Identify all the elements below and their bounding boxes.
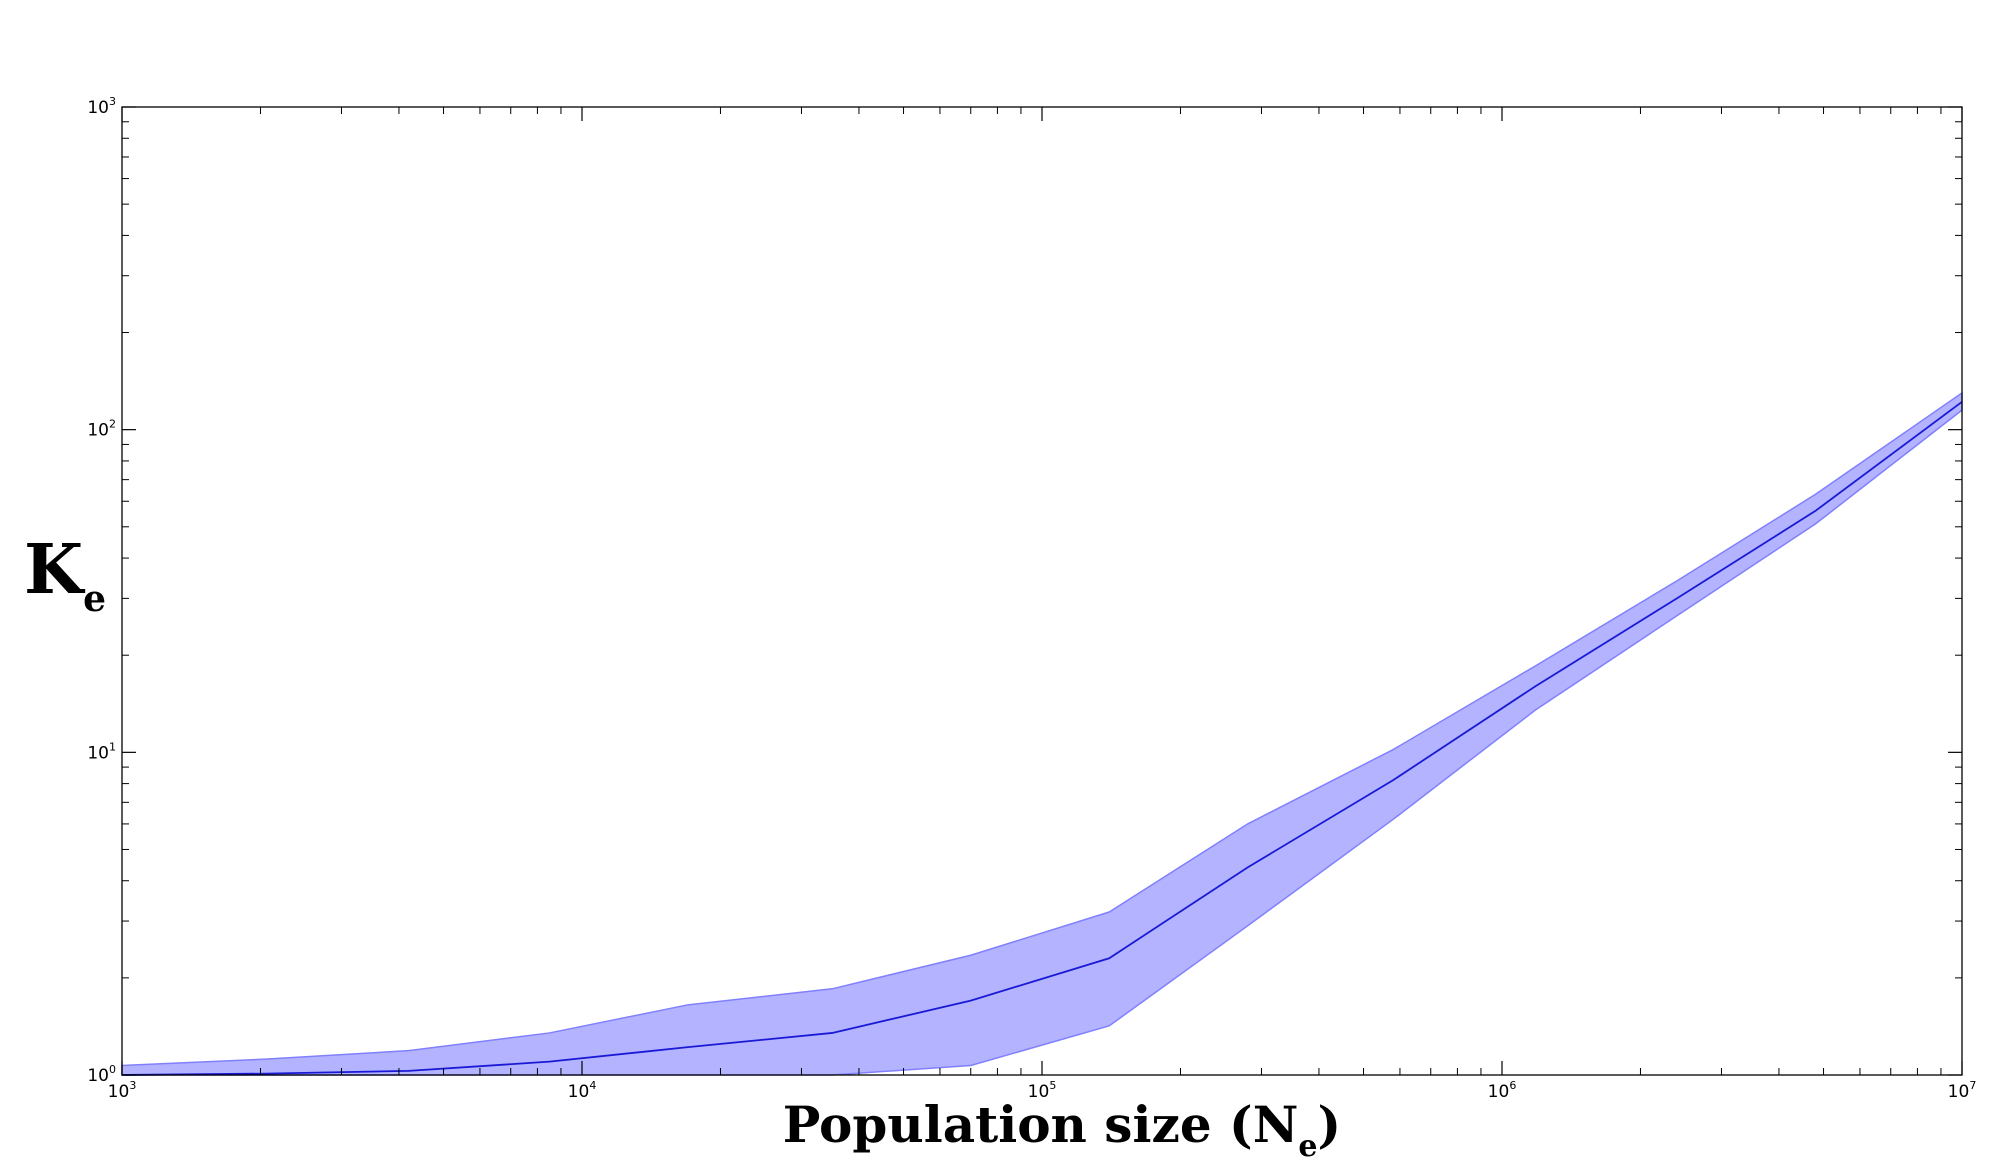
x-tick-label: 106: [1488, 1079, 1517, 1102]
x-tick-labels: 103 104 105 106 107: [108, 1079, 1977, 1102]
y-axis-label-subscript: e: [83, 578, 106, 620]
x-tick-label: 107: [1948, 1079, 1977, 1102]
y-axis-label-main: K: [24, 530, 86, 610]
x-axis-label: Population size (Ne): [783, 1095, 1341, 1164]
y-tick-label: 100: [87, 1063, 116, 1086]
confidence-band-0: [121, 391, 1963, 1076]
minor-ticks: [122, 107, 1962, 1075]
x-tick-label: 104: [568, 1079, 597, 1102]
y-tick-label: 101: [87, 740, 116, 763]
x-axis-label-main: Population size (N: [783, 1095, 1299, 1154]
y-tick-labels: 100 101 102 103: [87, 95, 116, 1086]
confidence-band-layer: [121, 391, 1963, 1076]
x-axis-label-subscript: e: [1298, 1129, 1317, 1164]
plot-area-frame: [121, 106, 1963, 1076]
x-axis-label-close: ): [1318, 1095, 1342, 1154]
x-tick-label: 105: [1028, 1079, 1057, 1102]
y-tick-label: 103: [87, 95, 116, 118]
x-tick-label: 103: [108, 1079, 137, 1102]
y-tick-label: 102: [87, 418, 116, 441]
series-line-0: [121, 401, 1963, 1076]
y-axis-label: Ke: [24, 530, 106, 620]
